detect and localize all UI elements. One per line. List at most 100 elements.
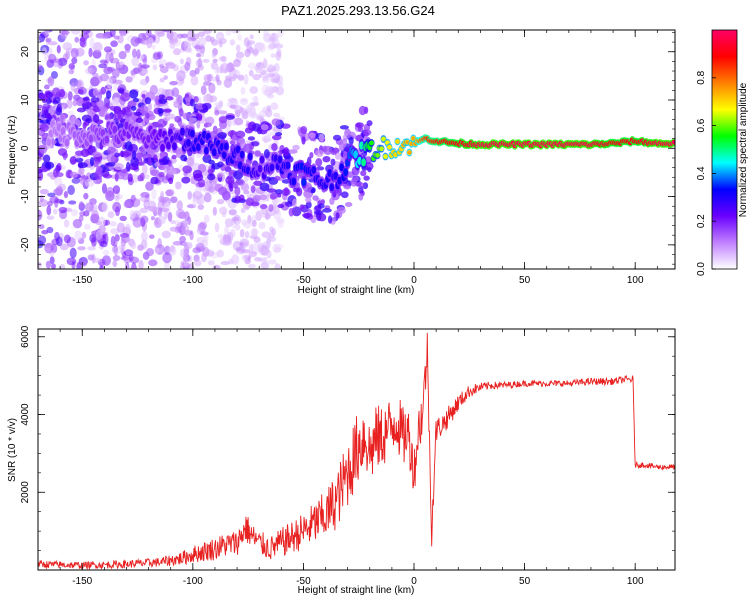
spectrogram-cell [98,101,104,110]
spectrogram-cell [274,263,281,269]
spectrogram-cell [188,117,197,123]
spectrogram-cell [149,147,156,157]
spectrogram-cell [165,189,174,197]
spectrogram-cell [81,231,87,239]
spectrogram-cell [270,78,280,84]
spectrogram-cell [39,188,49,195]
spectrogram-cell [186,138,191,147]
spectrogram-heatmap [38,30,675,269]
spectrogram-cell [45,112,52,119]
spectrogram-cell [157,207,163,217]
spectrogram-cell [152,64,158,71]
spectrogram-cell [119,215,127,222]
spectrogram-cell [223,142,229,151]
spectrogram-cell [260,124,269,131]
spectrogram-cell [266,93,275,99]
colorbar-label: Normalized spectral amplitude [738,82,749,217]
spectrogram-cell [38,209,43,221]
spectrogram-cell [68,200,77,205]
spectrogram-cell [57,57,68,67]
spectrogram-cell [109,30,116,38]
spectrogram-cell [114,152,121,158]
spectrogram-cell [74,36,80,43]
x-tick-label: 50 [519,576,531,587]
spectrogram-cell [69,247,77,259]
spectrogram-cell [104,135,110,144]
spectrogram-cell [274,175,281,182]
spectrogram-cell [71,208,78,217]
spectrogram-cell [387,144,392,150]
spectrogram-cell [99,59,108,64]
spectrogram-cell [59,263,66,269]
spectrogram-cell [179,58,184,65]
spectrogram-cell [269,195,276,200]
spectrogram-cell [130,105,137,111]
spectrogram-cell [205,249,215,257]
spectrogram-cell [216,249,225,258]
spectrogram-cell [218,40,223,48]
spectrogram-cell [312,195,319,201]
spectrogram-cell [301,135,306,145]
spectrogram-cell [133,111,143,116]
spectrogram-cell [360,170,367,177]
spectrogram-cell [140,239,148,250]
spectrogram-cell [185,96,190,107]
spectrogram-cell [262,256,268,264]
spectrogram-cell [211,53,216,58]
spectrogram-cell [113,110,122,120]
spectrogram-cell [253,180,263,186]
spectrogram-cell [124,43,131,51]
x-tick-label: 50 [519,275,531,286]
spectrogram-cell [130,69,137,76]
spectrogram-cell [171,154,177,160]
spectrogram-cell [212,206,217,216]
spectrogram-cell [150,216,155,221]
spectrogram-cell [110,40,118,48]
spectrogram-cell [199,221,208,230]
spectrogram-cell [165,90,174,97]
spectrogram-cell [140,207,147,213]
spectrogram-cell [375,152,380,158]
chart-title: PAZ1.2025.293.13.56.G24 [281,3,435,18]
spectrogram-cell [130,198,141,208]
spectrogram-cell [93,160,99,168]
spectrogram-cell [77,246,86,251]
spectrogram-cell [233,58,241,68]
spectrogram-cell [145,112,150,119]
spectrogram-cell [189,129,195,138]
spectrogram-cell [157,118,167,128]
spectrogram-cell [243,74,249,85]
colorbar-ticks: 0.0 0.2 0.4 0.6 0.8 [696,70,716,276]
spectrogram-cell [315,158,323,167]
spectrogram-cell [166,61,175,68]
spectrogram-cell [266,250,272,259]
spectrogram-cell [139,105,149,115]
spectrogram-cell [78,162,88,169]
spectrogram-cell [70,47,79,59]
spectrogram-cell [227,118,232,128]
spectrogram-cell [67,184,75,196]
spectrogram-cell [409,142,413,146]
spectrogram-cell [105,90,112,99]
spectrogram-cell [158,171,165,178]
spectrogram-cell [198,36,206,48]
spectrogram-cell [235,130,246,139]
spectrogram-cell [59,114,66,124]
spectrogram-cell [181,224,190,234]
spectrogram-cell [48,53,57,63]
spectrogram-cell [124,261,130,269]
spectrogram-cell [229,229,236,238]
spectrogram-cell [59,88,66,98]
spectrogram-cell [87,254,95,261]
spectrogram-cell [125,76,133,83]
spectrogram-cell [367,167,372,173]
colorbar-tick-label: 0.4 [696,166,707,180]
spectrogram-cell [166,169,177,175]
spectrogram-cell [268,204,274,212]
spectrogram-cell [253,236,261,243]
spectrogram-cell [151,44,156,50]
spectrogram-cell [314,205,322,211]
spectrogram-cell [251,219,257,228]
spectrogram-cell [125,109,133,117]
